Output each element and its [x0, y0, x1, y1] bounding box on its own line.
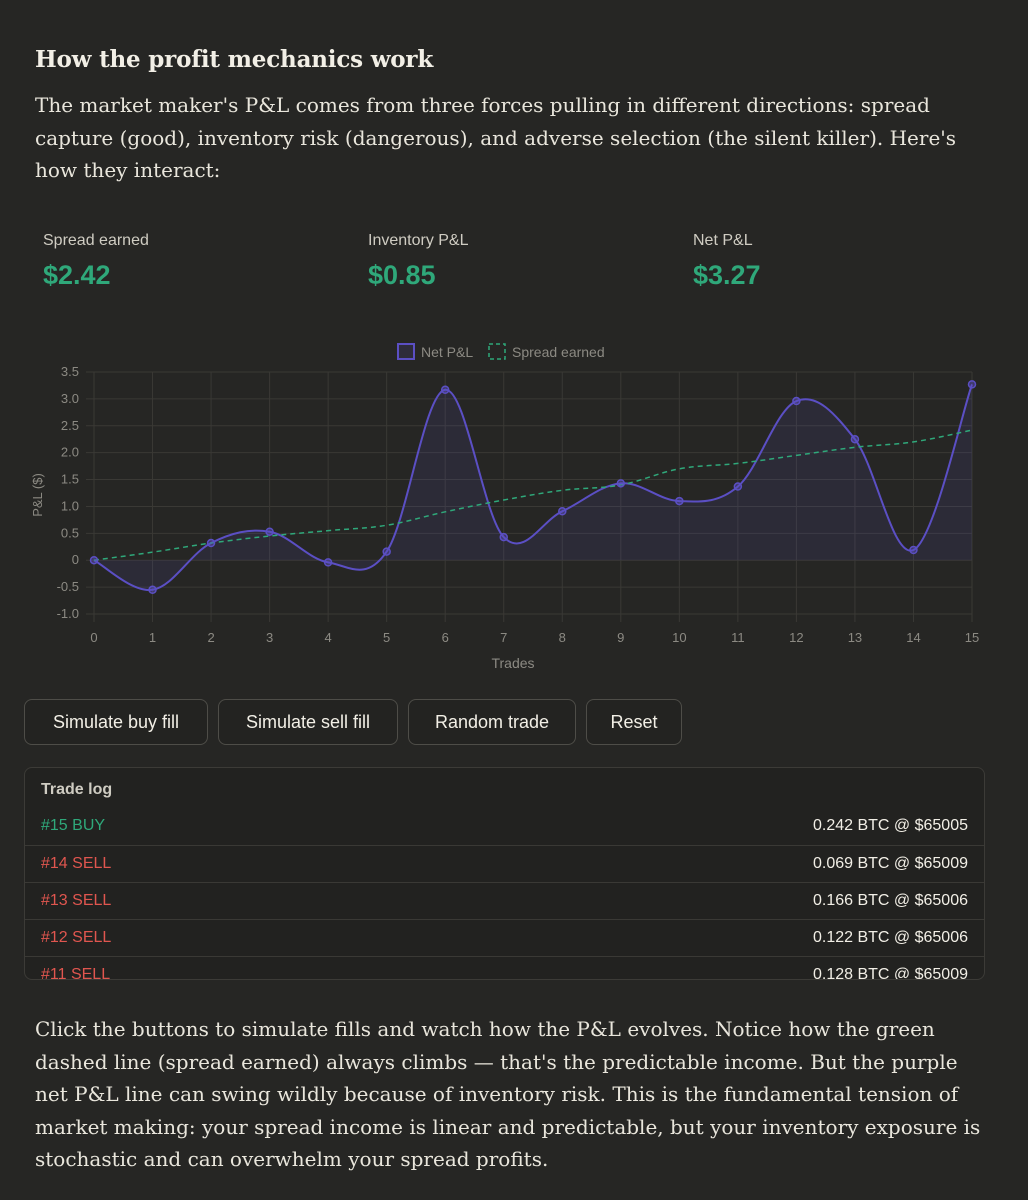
- trade-log-row: #15 BUY 0.242 BTC @ $65005: [25, 808, 984, 845]
- stat-inventory-pnl: Inventory P&L $0.85: [368, 232, 668, 291]
- trade-side: #12 SELL: [41, 929, 112, 946]
- net-pnl-point: [206, 538, 216, 548]
- y-tick-label: 0: [72, 552, 79, 567]
- trade-log-row: #11 SELL 0.128 BTC @ $65009: [25, 956, 984, 980]
- stat-label: Net P&L: [693, 232, 753, 249]
- trade-side: #15 BUY: [41, 817, 106, 834]
- net-pnl-point: [89, 555, 99, 565]
- x-tick-label: 3: [266, 630, 273, 645]
- x-tick-label: 1: [149, 630, 156, 645]
- y-tick-label: 2.0: [61, 445, 79, 460]
- x-tick-label: 2: [207, 630, 214, 645]
- intro-paragraph: The market maker's P&L comes from three …: [35, 93, 957, 182]
- trade-detail: 0.242 BTC @ $65005: [812, 817, 968, 834]
- trade-side: #11 SELL: [41, 966, 111, 980]
- x-tick-label: 15: [965, 630, 979, 645]
- trade-log[interactable]: Trade log #15 BUY 0.242 BTC @ $65005 #14…: [24, 767, 985, 980]
- legend-swatch-net-pnl: [397, 343, 415, 360]
- simulate-buy-button[interactable]: Simulate buy fill: [24, 699, 208, 745]
- net-pnl-point: [733, 482, 743, 491]
- net-pnl-point: [675, 496, 684, 506]
- y-tick-label: 1.0: [61, 498, 79, 513]
- stats-row: Spread earned $2.42 Inventory P&L $0.85 …: [43, 232, 1023, 302]
- trade-side: #13 SELL: [41, 892, 112, 909]
- net-pnl-point: [323, 558, 333, 567]
- legend-swatch-spread-earned: [488, 343, 506, 360]
- y-axis-label: P&L ($): [30, 473, 45, 517]
- spread-earned-line: [93, 429, 973, 561]
- x-tick-label: 13: [848, 630, 862, 645]
- stat-value: $2.42: [43, 260, 111, 290]
- y-tick-label: -0.5: [57, 579, 79, 594]
- stat-label: Inventory P&L: [368, 232, 469, 249]
- net-pnl-point: [616, 479, 626, 488]
- y-tick-label: 2.5: [61, 418, 79, 433]
- x-tick-label: 10: [672, 630, 686, 645]
- y-tick-label: 0.5: [61, 525, 79, 540]
- legend-label-net-pnl: Net P&L: [421, 344, 473, 360]
- trade-detail: 0.069 BTC @ $65009: [812, 855, 968, 872]
- x-tick-label: 9: [617, 630, 624, 645]
- x-tick-label: 7: [500, 630, 507, 645]
- net-pnl-point: [850, 434, 860, 444]
- x-tick-label: 5: [383, 630, 390, 645]
- net-pnl-point: [265, 527, 274, 536]
- net-pnl-point: [148, 585, 157, 595]
- pnl-chart: -1.0-0.500.51.01.52.02.53.03.50 1 2 3 4 5 6 7 8 9…: [30, 343, 979, 671]
- stat-net-pnl: Net P&L $3.27: [693, 232, 993, 291]
- stat-value: $3.27: [693, 260, 761, 290]
- net-pnl-point: [558, 507, 567, 516]
- net-pnl-point: [440, 385, 450, 394]
- net-pnl-point: [909, 545, 918, 555]
- random-trade-button[interactable]: Random trade: [408, 699, 576, 745]
- net-pnl-point: [382, 547, 391, 556]
- trade-log-row: #13 SELL 0.166 BTC @ $65006: [25, 882, 984, 919]
- section-heading: How the profit mechanics work: [35, 46, 434, 73]
- x-tick-label: 11: [731, 630, 745, 645]
- y-tick-label: 3.0: [61, 391, 79, 406]
- net-pnl-area: [94, 384, 972, 591]
- reset-button[interactable]: Reset: [586, 699, 682, 745]
- outro-paragraph: Click the buttons to simulate fills and …: [35, 1017, 981, 1171]
- stat-label: Spread earned: [43, 232, 149, 249]
- y-tick-label: 1.5: [61, 472, 79, 487]
- trade-log-row: #12 SELL 0.122 BTC @ $65006: [25, 919, 984, 956]
- x-tick-label: 14: [906, 630, 920, 645]
- net-pnl-point: [967, 380, 977, 389]
- x-tick-label: 6: [442, 630, 449, 645]
- x-tick-label: 0: [90, 630, 97, 645]
- stat-spread-earned: Spread earned $2.42: [43, 232, 343, 291]
- x-tick-label: 8: [559, 630, 566, 645]
- net-pnl-point: [499, 532, 508, 542]
- x-axis-label: Trades: [491, 655, 534, 671]
- trade-side: #14 SELL: [41, 855, 112, 872]
- y-tick-label: 3.5: [61, 364, 79, 379]
- trade-detail: 0.128 BTC @ $65009: [812, 966, 968, 980]
- trade-log-row: #14 SELL 0.069 BTC @ $65009: [25, 845, 984, 882]
- stat-value: $0.85: [368, 260, 436, 290]
- legend-label-spread-earned: Spread earned: [512, 344, 605, 360]
- net-pnl-point: [792, 396, 801, 406]
- trade-detail: 0.166 BTC @ $65006: [812, 892, 968, 909]
- x-tick-label: 12: [789, 630, 803, 645]
- y-tick-label: -1.0: [57, 606, 79, 621]
- x-tick-label: 4: [325, 630, 332, 645]
- trade-detail: 0.122 BTC @ $65006: [812, 929, 968, 946]
- simulate-sell-button[interactable]: Simulate sell fill: [218, 699, 398, 745]
- trade-log-title: Trade log: [41, 781, 113, 798]
